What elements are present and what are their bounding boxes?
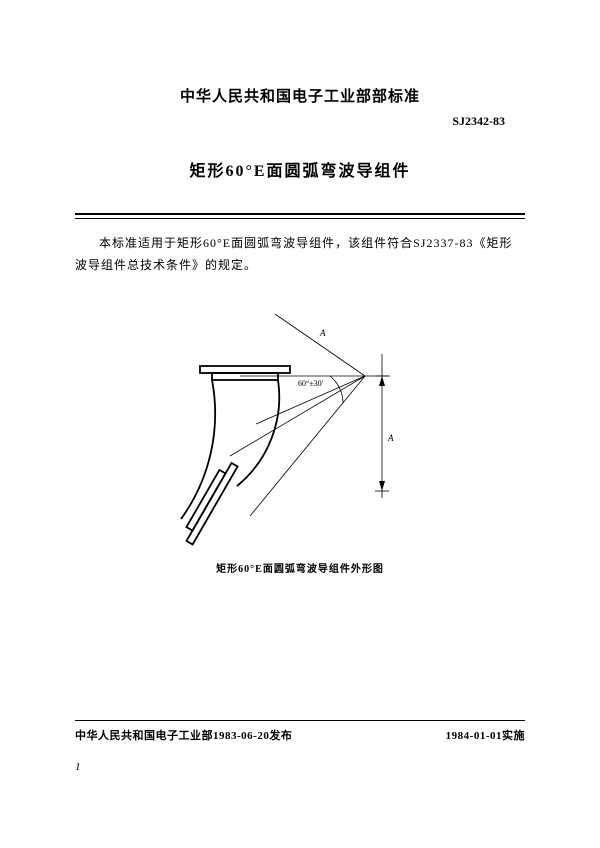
dim-a2-label: A: [319, 328, 326, 338]
divider-thin: [75, 218, 525, 219]
footer-effective-date: 1984-01-01实施: [446, 727, 525, 743]
waveguide-bend-diagram: 60°±30' A A: [160, 306, 440, 546]
document-title: 矩形60°E面圆弧弯波导组件: [75, 157, 525, 181]
org-title: 中华人民共和国电子工业部部标准: [75, 85, 525, 106]
footer: 中华人民共和国电子工业部1983-06-20发布 1984-01-01实施 1: [75, 720, 525, 773]
document-page: 中华人民共和国电子工业部部标准 SJ2342-83 矩形60°E面圆弧弯波导组件…: [0, 0, 600, 848]
footer-divider: [75, 720, 525, 721]
divider-thick: [75, 213, 525, 215]
page-number: 1: [75, 761, 525, 773]
dim-a-label: A: [387, 433, 394, 443]
standard-code: SJ2342-83: [75, 114, 525, 129]
footer-issue-date: 中华人民共和国电子工业部1983-06-20发布: [75, 727, 292, 743]
figure-container: 60°±30' A A 矩形60°E面圆弧弯波导组件外形图: [75, 306, 525, 575]
figure-caption: 矩形60°E面圆弧弯波导组件外形图: [216, 560, 384, 575]
body-paragraph: 本标准适用于矩形60°E面圆弧弯波导组件，该组件符合SJ2337-83《矩形波导…: [75, 233, 525, 276]
footer-row: 中华人民共和国电子工业部1983-06-20发布 1984-01-01实施: [75, 727, 525, 743]
angle-label: 60°±30': [298, 379, 324, 388]
